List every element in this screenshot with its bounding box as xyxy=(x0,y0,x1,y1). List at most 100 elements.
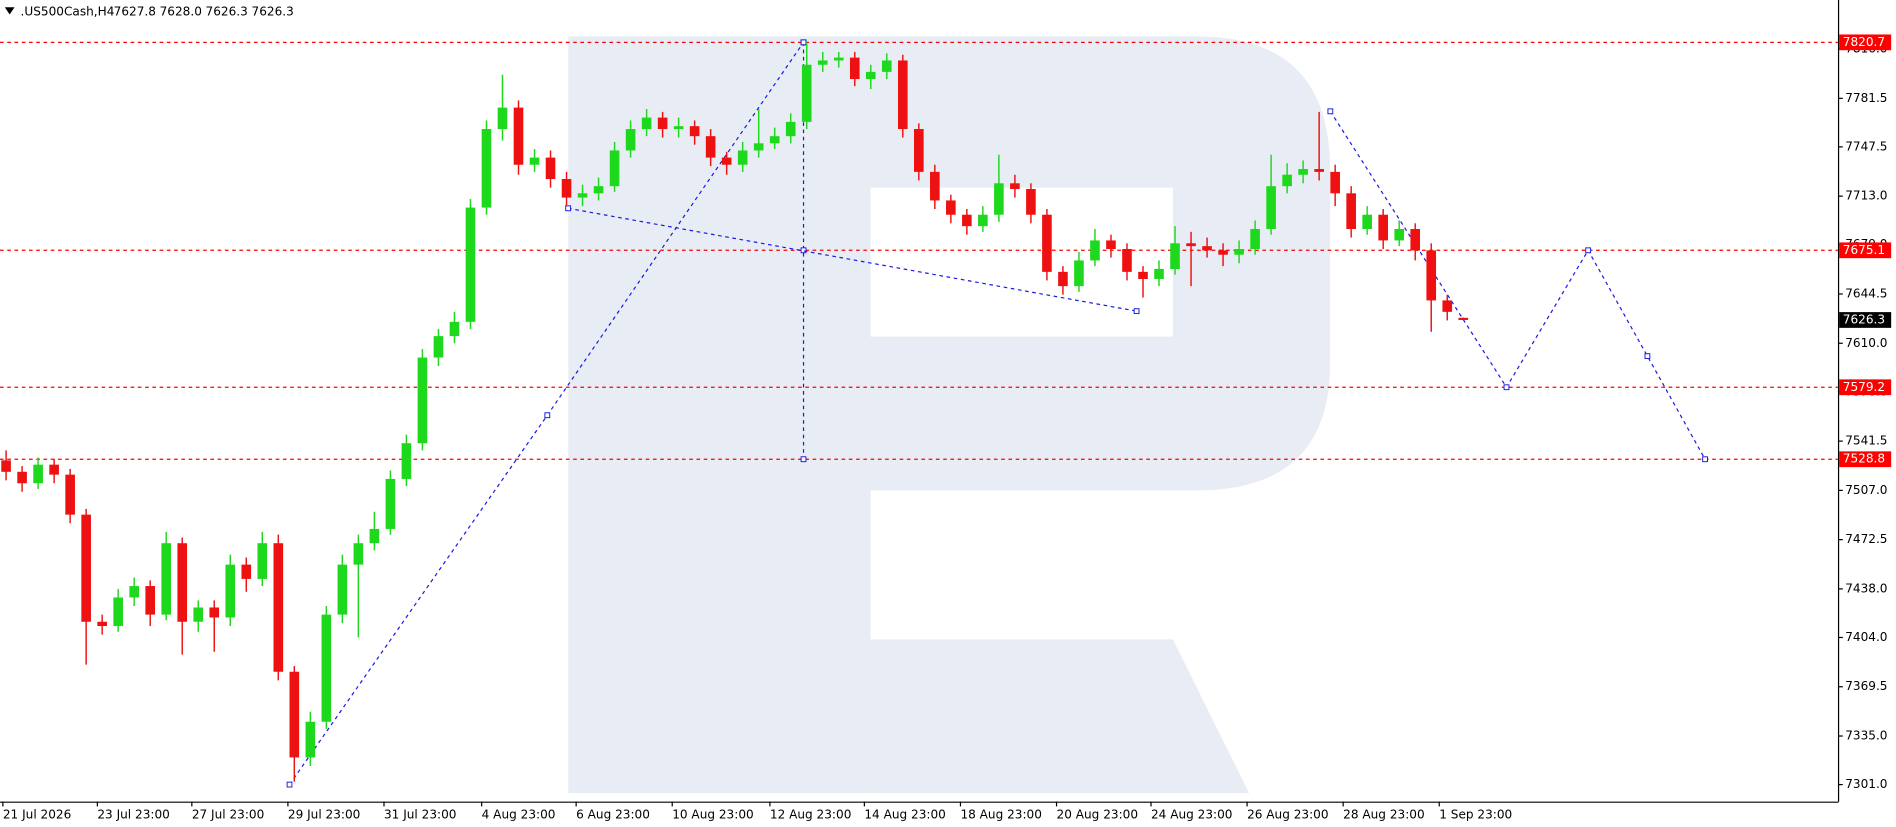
candle-body xyxy=(1058,271,1068,287)
candle-body xyxy=(1266,186,1276,230)
x-tick-label: 1 Sep 23:00 xyxy=(1439,807,1512,821)
ohlc-value: 7626.3 xyxy=(252,5,294,19)
y-tick-label: 7610.0 xyxy=(1845,336,1887,350)
candle-body xyxy=(81,514,91,622)
x-tick-label: 4 Aug 23:00 xyxy=(482,807,556,821)
candle-body xyxy=(898,60,908,130)
candle-body xyxy=(1250,229,1260,249)
candle-body xyxy=(705,136,716,158)
projection-point xyxy=(800,247,807,254)
candle-body xyxy=(1442,300,1453,312)
x-tick-label: 26 Aug 23:00 xyxy=(1247,807,1328,821)
level-label: 7675.1 xyxy=(1843,243,1885,257)
candle-body xyxy=(1362,214,1372,230)
x-tick-label: 28 Aug 23:00 xyxy=(1343,807,1424,821)
candle-body xyxy=(1090,240,1100,261)
candle-body xyxy=(577,193,588,198)
candle-body xyxy=(641,117,652,130)
candle-body xyxy=(385,478,396,529)
y-tick-label: 7644.5 xyxy=(1845,286,1887,300)
candle-body xyxy=(1298,169,1308,175)
candle-body xyxy=(721,157,732,165)
candle-body xyxy=(1170,243,1180,269)
candle-body xyxy=(1026,189,1036,215)
candle-body xyxy=(465,207,476,322)
candle-body xyxy=(1314,169,1324,172)
candle-body xyxy=(1122,248,1132,272)
x-tick-label: 23 Jul 23:00 xyxy=(97,807,169,821)
candle-body xyxy=(785,121,796,137)
candle-body xyxy=(1,460,11,472)
x-tick-label: 31 Jul 23:00 xyxy=(384,807,456,821)
y-tick-label: 7713.0 xyxy=(1845,189,1887,203)
candle-body xyxy=(177,543,188,622)
candle-body xyxy=(801,64,812,122)
candle-body xyxy=(449,321,460,337)
candle-body xyxy=(1154,268,1164,279)
candle-body xyxy=(833,57,844,61)
candle-body xyxy=(673,126,684,130)
projection-line xyxy=(568,207,1137,312)
candle-body xyxy=(1106,240,1116,249)
projection-point xyxy=(544,412,551,419)
level-label-box xyxy=(1839,451,1892,468)
candle-body xyxy=(401,443,412,479)
candle-body xyxy=(1218,250,1228,255)
ohlc-header: 7627.8 7628.0 7626.3 7626.3 xyxy=(114,5,294,19)
candle-body xyxy=(1186,243,1196,247)
last-price-label: 7626.3 xyxy=(1843,312,1885,326)
projection-point xyxy=(1644,353,1651,360)
ohlc-value: 7626.3 xyxy=(206,5,248,19)
candle-body xyxy=(625,129,636,151)
candle-body xyxy=(17,471,27,484)
candle-body xyxy=(657,117,668,130)
x-tick-label: 29 Jul 23:00 xyxy=(288,807,360,821)
y-tick-label: 7438.0 xyxy=(1845,581,1887,595)
candle-body xyxy=(737,150,748,165)
projection-point xyxy=(800,456,807,463)
candle-body xyxy=(962,214,972,227)
y-tick-label: 7472.5 xyxy=(1845,532,1887,546)
projection-line xyxy=(1329,110,1706,460)
x-tick-label: 12 Aug 23:00 xyxy=(770,807,851,821)
x-tick-label: 6 Aug 23:00 xyxy=(576,807,650,821)
candle-body xyxy=(769,136,780,144)
candle-body xyxy=(417,357,428,444)
candle-body xyxy=(1346,193,1356,230)
candle-body xyxy=(1394,229,1405,241)
x-tick-label: 21 Jul 2026 xyxy=(3,807,71,821)
candle-body xyxy=(1202,246,1212,251)
y-tick-label: 7781.5 xyxy=(1845,91,1887,105)
candle-body xyxy=(545,157,556,180)
candle-body xyxy=(946,200,956,215)
candle-body xyxy=(481,129,492,208)
candle-body xyxy=(1330,171,1340,194)
candle-body xyxy=(193,607,204,622)
candle-body xyxy=(241,564,252,579)
x-tick-label: 24 Aug 23:00 xyxy=(1151,807,1232,821)
candle-body xyxy=(321,614,332,722)
candle-body xyxy=(1282,174,1292,187)
projection-point xyxy=(286,781,293,788)
candle-body xyxy=(978,214,988,227)
last-price-box xyxy=(1839,312,1892,328)
watermark xyxy=(568,36,1331,794)
candle-body xyxy=(914,129,924,172)
ohlc-value: 7627.8 xyxy=(114,5,156,19)
candle-body xyxy=(97,621,107,627)
level-label: 7820.7 xyxy=(1843,35,1885,49)
candle-body xyxy=(257,543,268,579)
ohlc-value: 7628.0 xyxy=(160,5,202,19)
candle-body xyxy=(1234,248,1244,255)
candle-body xyxy=(609,150,620,187)
y-tick-label: 7301.0 xyxy=(1845,777,1887,791)
menu-arrow[interactable] xyxy=(4,7,15,15)
candle-body xyxy=(689,126,700,137)
candle-body xyxy=(513,107,524,165)
candle-body xyxy=(1378,214,1388,241)
candle-body xyxy=(1074,260,1084,287)
x-tick-label: 27 Jul 23:00 xyxy=(192,807,264,821)
projection-point xyxy=(1585,247,1592,254)
level-label: 7528.8 xyxy=(1843,452,1885,466)
level-label-box xyxy=(1839,34,1892,51)
